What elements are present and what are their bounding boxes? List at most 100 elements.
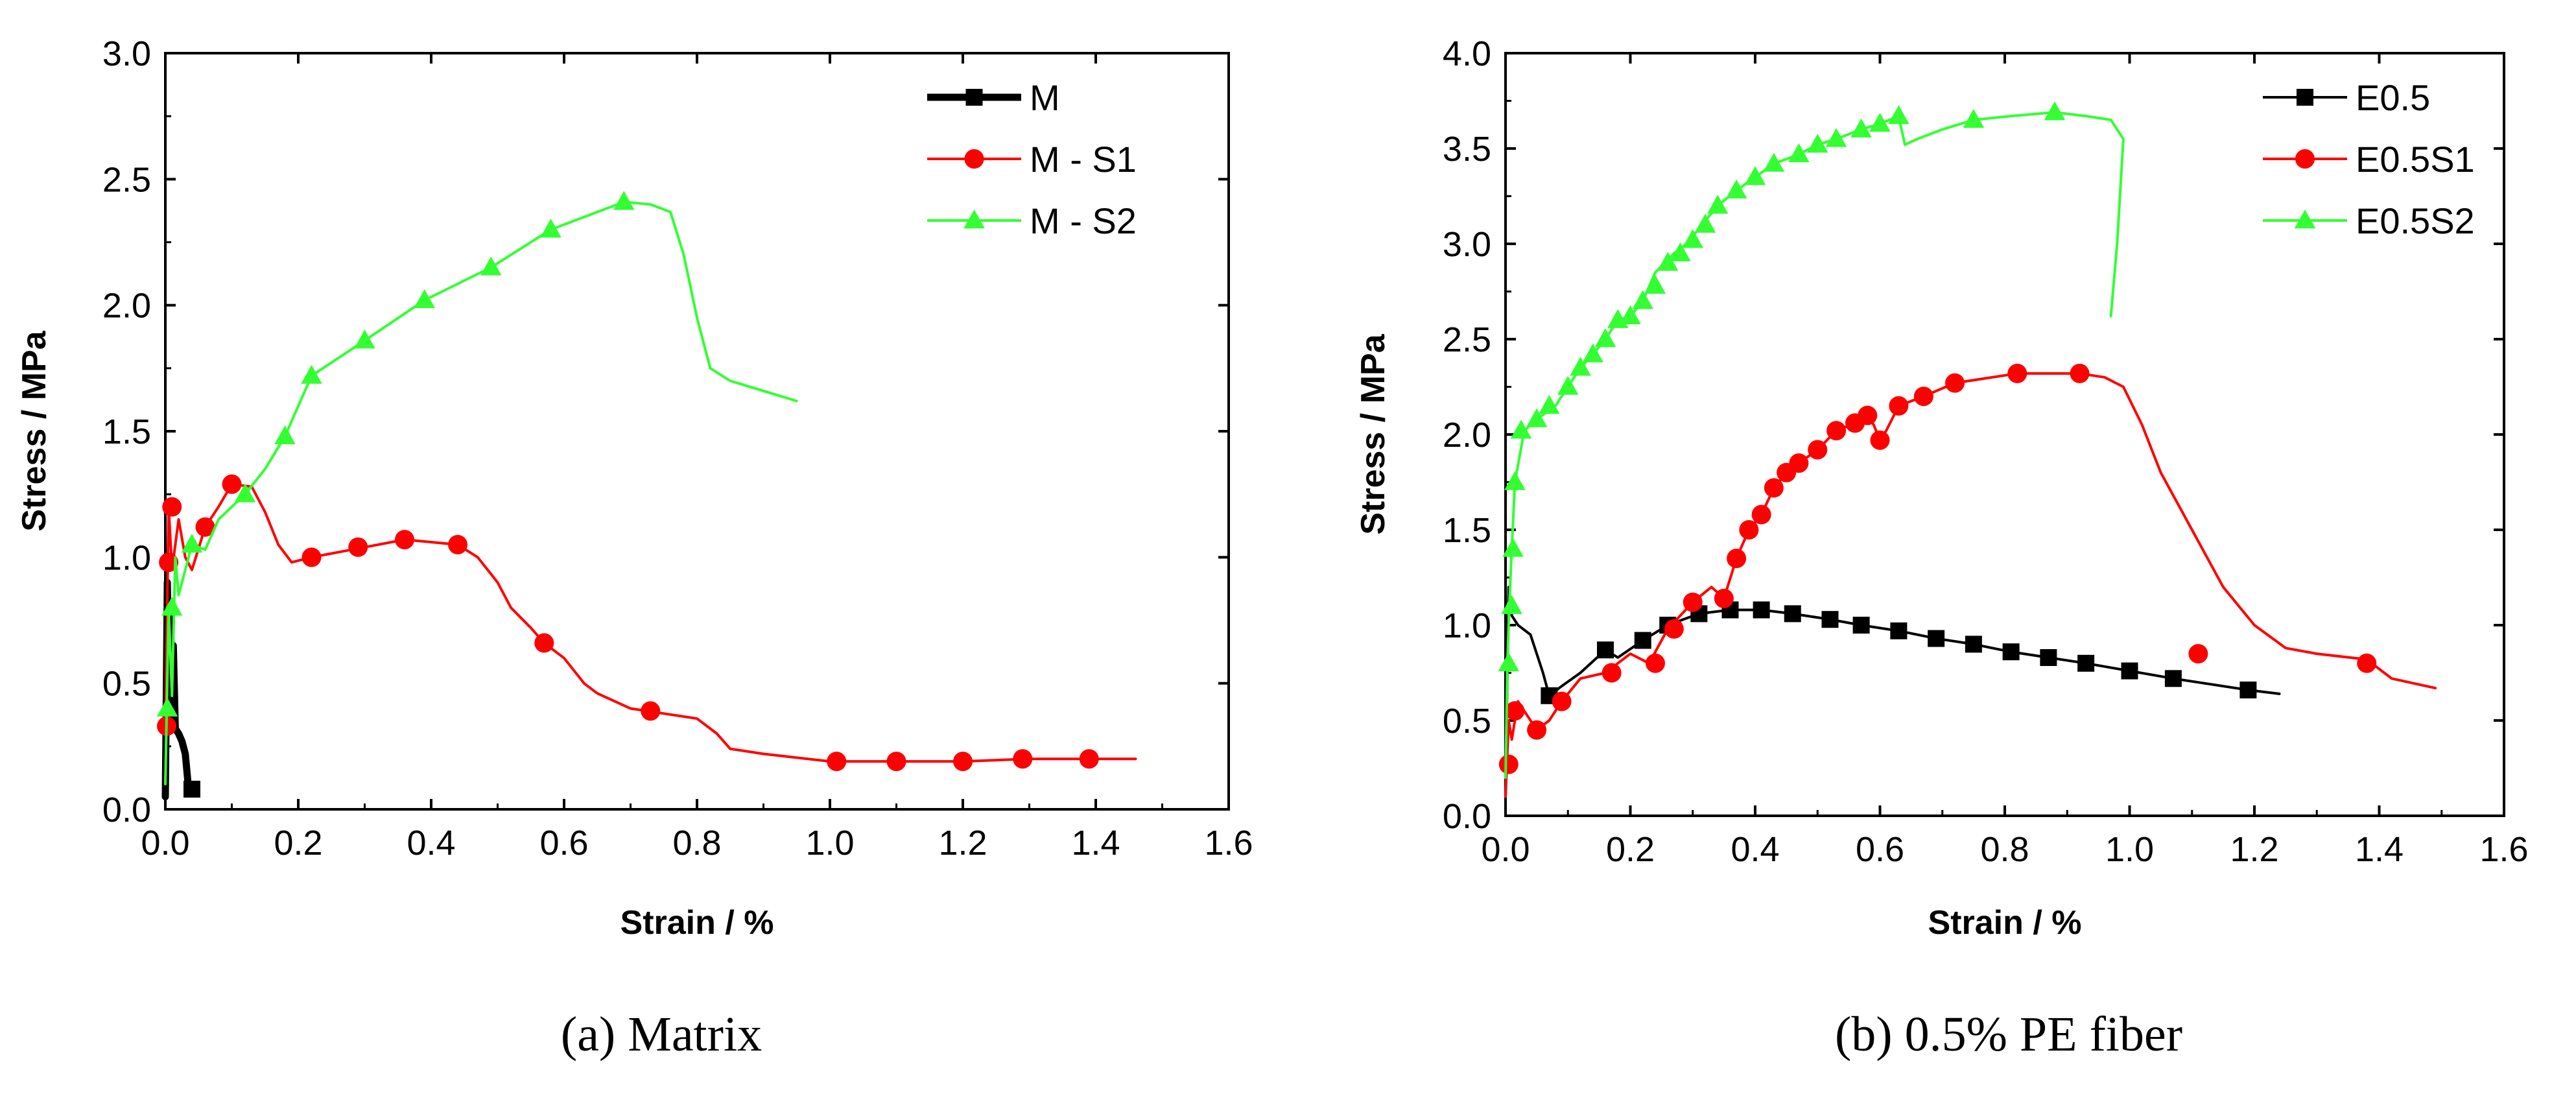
legend-label: E0.5S1 [2356,139,2475,180]
x-tick-label: 0.0 [141,824,189,862]
plot-frame [1504,52,2505,817]
data-point [395,530,414,550]
data-point [1784,605,1801,623]
x-tick-label: 1.4 [2355,830,2404,869]
data-point [641,701,661,721]
legend-marker [2294,209,2316,229]
y-tick-label: 2.5 [1443,320,1491,359]
y-tick-label: 1.0 [102,538,151,577]
legend-entry: E0.5S2 [2263,200,2475,241]
data-point [2040,648,2057,666]
data-point [354,329,375,349]
data-point [1664,619,1684,639]
data-point [1753,601,1770,619]
data-point [540,219,561,238]
y-tick-label: 3.0 [1443,225,1491,264]
legend-label: M - S1 [1030,139,1137,180]
legend-entry: M [927,77,1060,118]
legend-marker [963,209,985,229]
data-point [1963,108,1985,128]
data-point [1597,641,1614,659]
data-point [159,553,179,573]
data-point [301,364,322,384]
data-point [1869,112,1891,132]
data-point [1945,373,1965,393]
data-point [886,752,906,772]
legend-label: M - S2 [1030,200,1137,241]
data-point [1632,290,1653,309]
data-point [2164,670,2182,687]
data-point [274,425,296,445]
data-point [1501,595,1522,614]
legend-entry: E0.5 [2263,77,2430,118]
data-point [301,547,322,567]
x-tick-label: 1.6 [2479,830,2528,869]
y-tick-label: 1.5 [102,412,151,451]
data-point [448,534,467,554]
legend-label: E0.5 [2356,77,2430,118]
legend-entry: E0.5S1 [2263,139,2475,180]
data-point [1498,652,1520,672]
data-point [1890,622,1908,639]
x-axis-label: Strain / % [620,904,774,942]
legend-marker [2297,89,2313,106]
legend-label: E0.5S2 [2356,200,2475,241]
data-point [1825,128,1847,147]
data-point [2121,662,2138,680]
data-point [2002,643,2020,661]
data-point [827,752,847,772]
data-point [1751,505,1771,525]
data-point [1505,701,1525,721]
data-point [2188,644,2208,664]
data-point [1498,754,1518,774]
data-point [1601,663,1622,683]
series-line [164,200,798,786]
data-point [2070,363,2090,383]
data-point [1928,630,1945,647]
data-point [1552,691,1572,711]
data-point [2239,681,2257,698]
data-point [1694,213,1716,233]
data-point [1821,611,1839,628]
data-point [348,537,368,557]
data-point [1727,549,1747,569]
data-point [162,497,182,517]
data-point [1644,274,1666,294]
data-point [195,517,215,537]
data-point [1570,357,1591,376]
x-tick-label: 0.2 [1606,830,1655,869]
x-axis-label: Strain / % [1928,904,2082,942]
y-tick-label: 2.0 [1443,416,1491,455]
legend-marker [964,149,984,169]
legend-entry: M - S2 [927,200,1137,241]
data-point [222,474,242,494]
data-point [414,289,435,309]
y-axis-label: Stress / MPa [1354,333,1392,534]
data-point [1965,636,1982,653]
series-m-s2 [156,191,798,786]
data-point [1852,617,1870,634]
x-tick-label: 1.0 [805,824,854,862]
series-e0.5s2 [1498,101,2125,779]
data-point [1634,632,1651,649]
legend-label: M [1030,77,1060,118]
x-tick-label: 0.2 [274,824,322,862]
data-point [613,191,635,210]
data-point [1504,471,1526,490]
data-point [1539,394,1560,414]
data-point [1646,653,1665,673]
data-point [1502,538,1524,557]
y-tick-label: 0.0 [1443,797,1491,836]
y-tick-label: 2.0 [102,287,151,326]
data-point [1682,229,1703,248]
data-point [1744,166,1766,185]
x-tick-label: 0.8 [672,824,721,862]
x-tick-label: 0.4 [1731,830,1779,869]
series-m [161,578,200,801]
panel-pe-fiber: 0.0 0.2 0.4 0.6 0.8 1.0 1.2 1.4 1.6 0.0 0.5 1.0 1.5 2… [1354,34,2529,1062]
y-tick-label: 1.0 [1443,606,1491,645]
data-point [480,256,502,276]
panel-caption: (b) 0.5% PE fiber [1835,1007,2182,1062]
data-point [183,780,200,798]
